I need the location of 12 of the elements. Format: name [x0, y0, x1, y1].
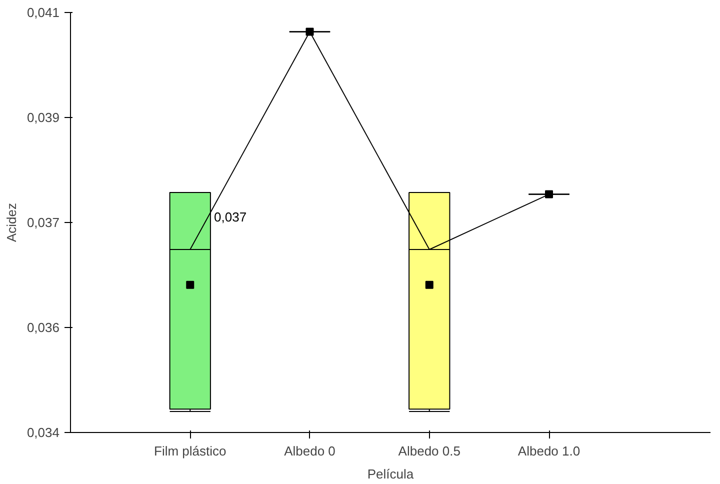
y-tick-label: 0,034	[26, 425, 60, 440]
y-axis-title: Acidez	[4, 202, 19, 242]
x-tick-label: Film plástico	[154, 444, 226, 458]
x-axis-title: Película	[367, 466, 414, 482]
y-tick-label: 0,037	[26, 215, 60, 230]
y-tick-label: 0,036	[26, 320, 60, 335]
y-tick-label: 0,039	[26, 110, 60, 125]
x-tick-label: Albedo 1.0	[518, 444, 580, 458]
y-tick-label: 0,041	[26, 5, 60, 20]
x-tick-label: Albedo 0	[284, 444, 336, 458]
x-tick-label: Albedo 0.5	[398, 444, 460, 458]
annotation: 0,037	[214, 210, 247, 224]
